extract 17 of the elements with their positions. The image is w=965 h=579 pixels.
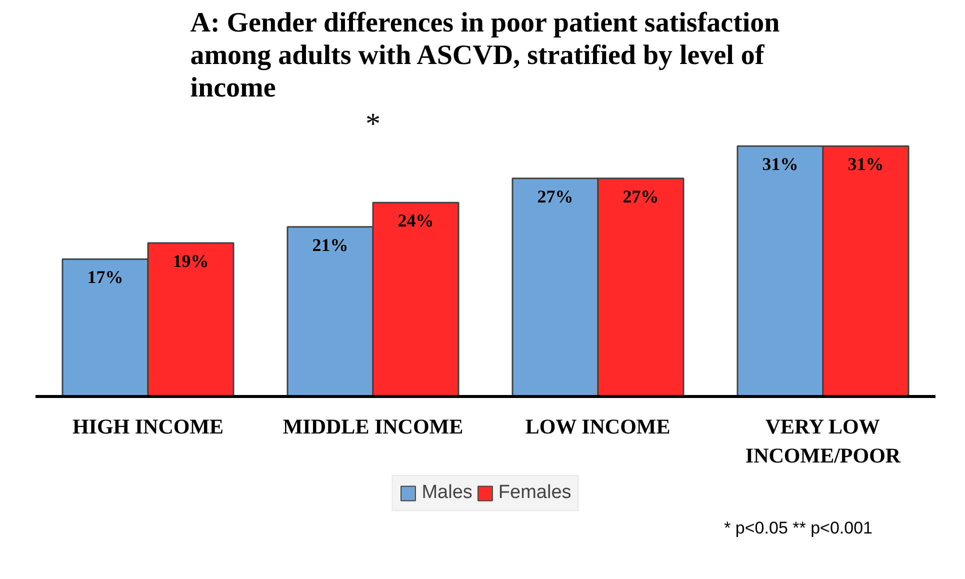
x-tick-label: MIDDLE INCOME xyxy=(282,414,464,438)
x-tick-label: LOW INCOME xyxy=(525,414,670,438)
data-label: 24% xyxy=(398,210,434,231)
data-label: 17% xyxy=(87,267,124,288)
legend-label: Males xyxy=(422,482,472,504)
text: * p<0.05 ** p<0.001 xyxy=(724,518,873,538)
x-tick-label: VERY LOW INCOME/POOR xyxy=(745,414,902,468)
data-label: 27% xyxy=(622,186,659,206)
data-label: 21% xyxy=(312,234,348,255)
x-tick-label: HIGH INCOME xyxy=(72,414,224,438)
legend-label: Females xyxy=(498,482,572,504)
data-label: 31% xyxy=(762,154,798,174)
data-label: 31% xyxy=(848,154,884,174)
chart-title: A: Gender differences in poor patient satisfaction among adults with ASCVD, stratified by level of income xyxy=(190,7,780,104)
data-label: 27% xyxy=(537,186,574,206)
text: * xyxy=(366,108,380,141)
data-label: 19% xyxy=(172,251,209,272)
